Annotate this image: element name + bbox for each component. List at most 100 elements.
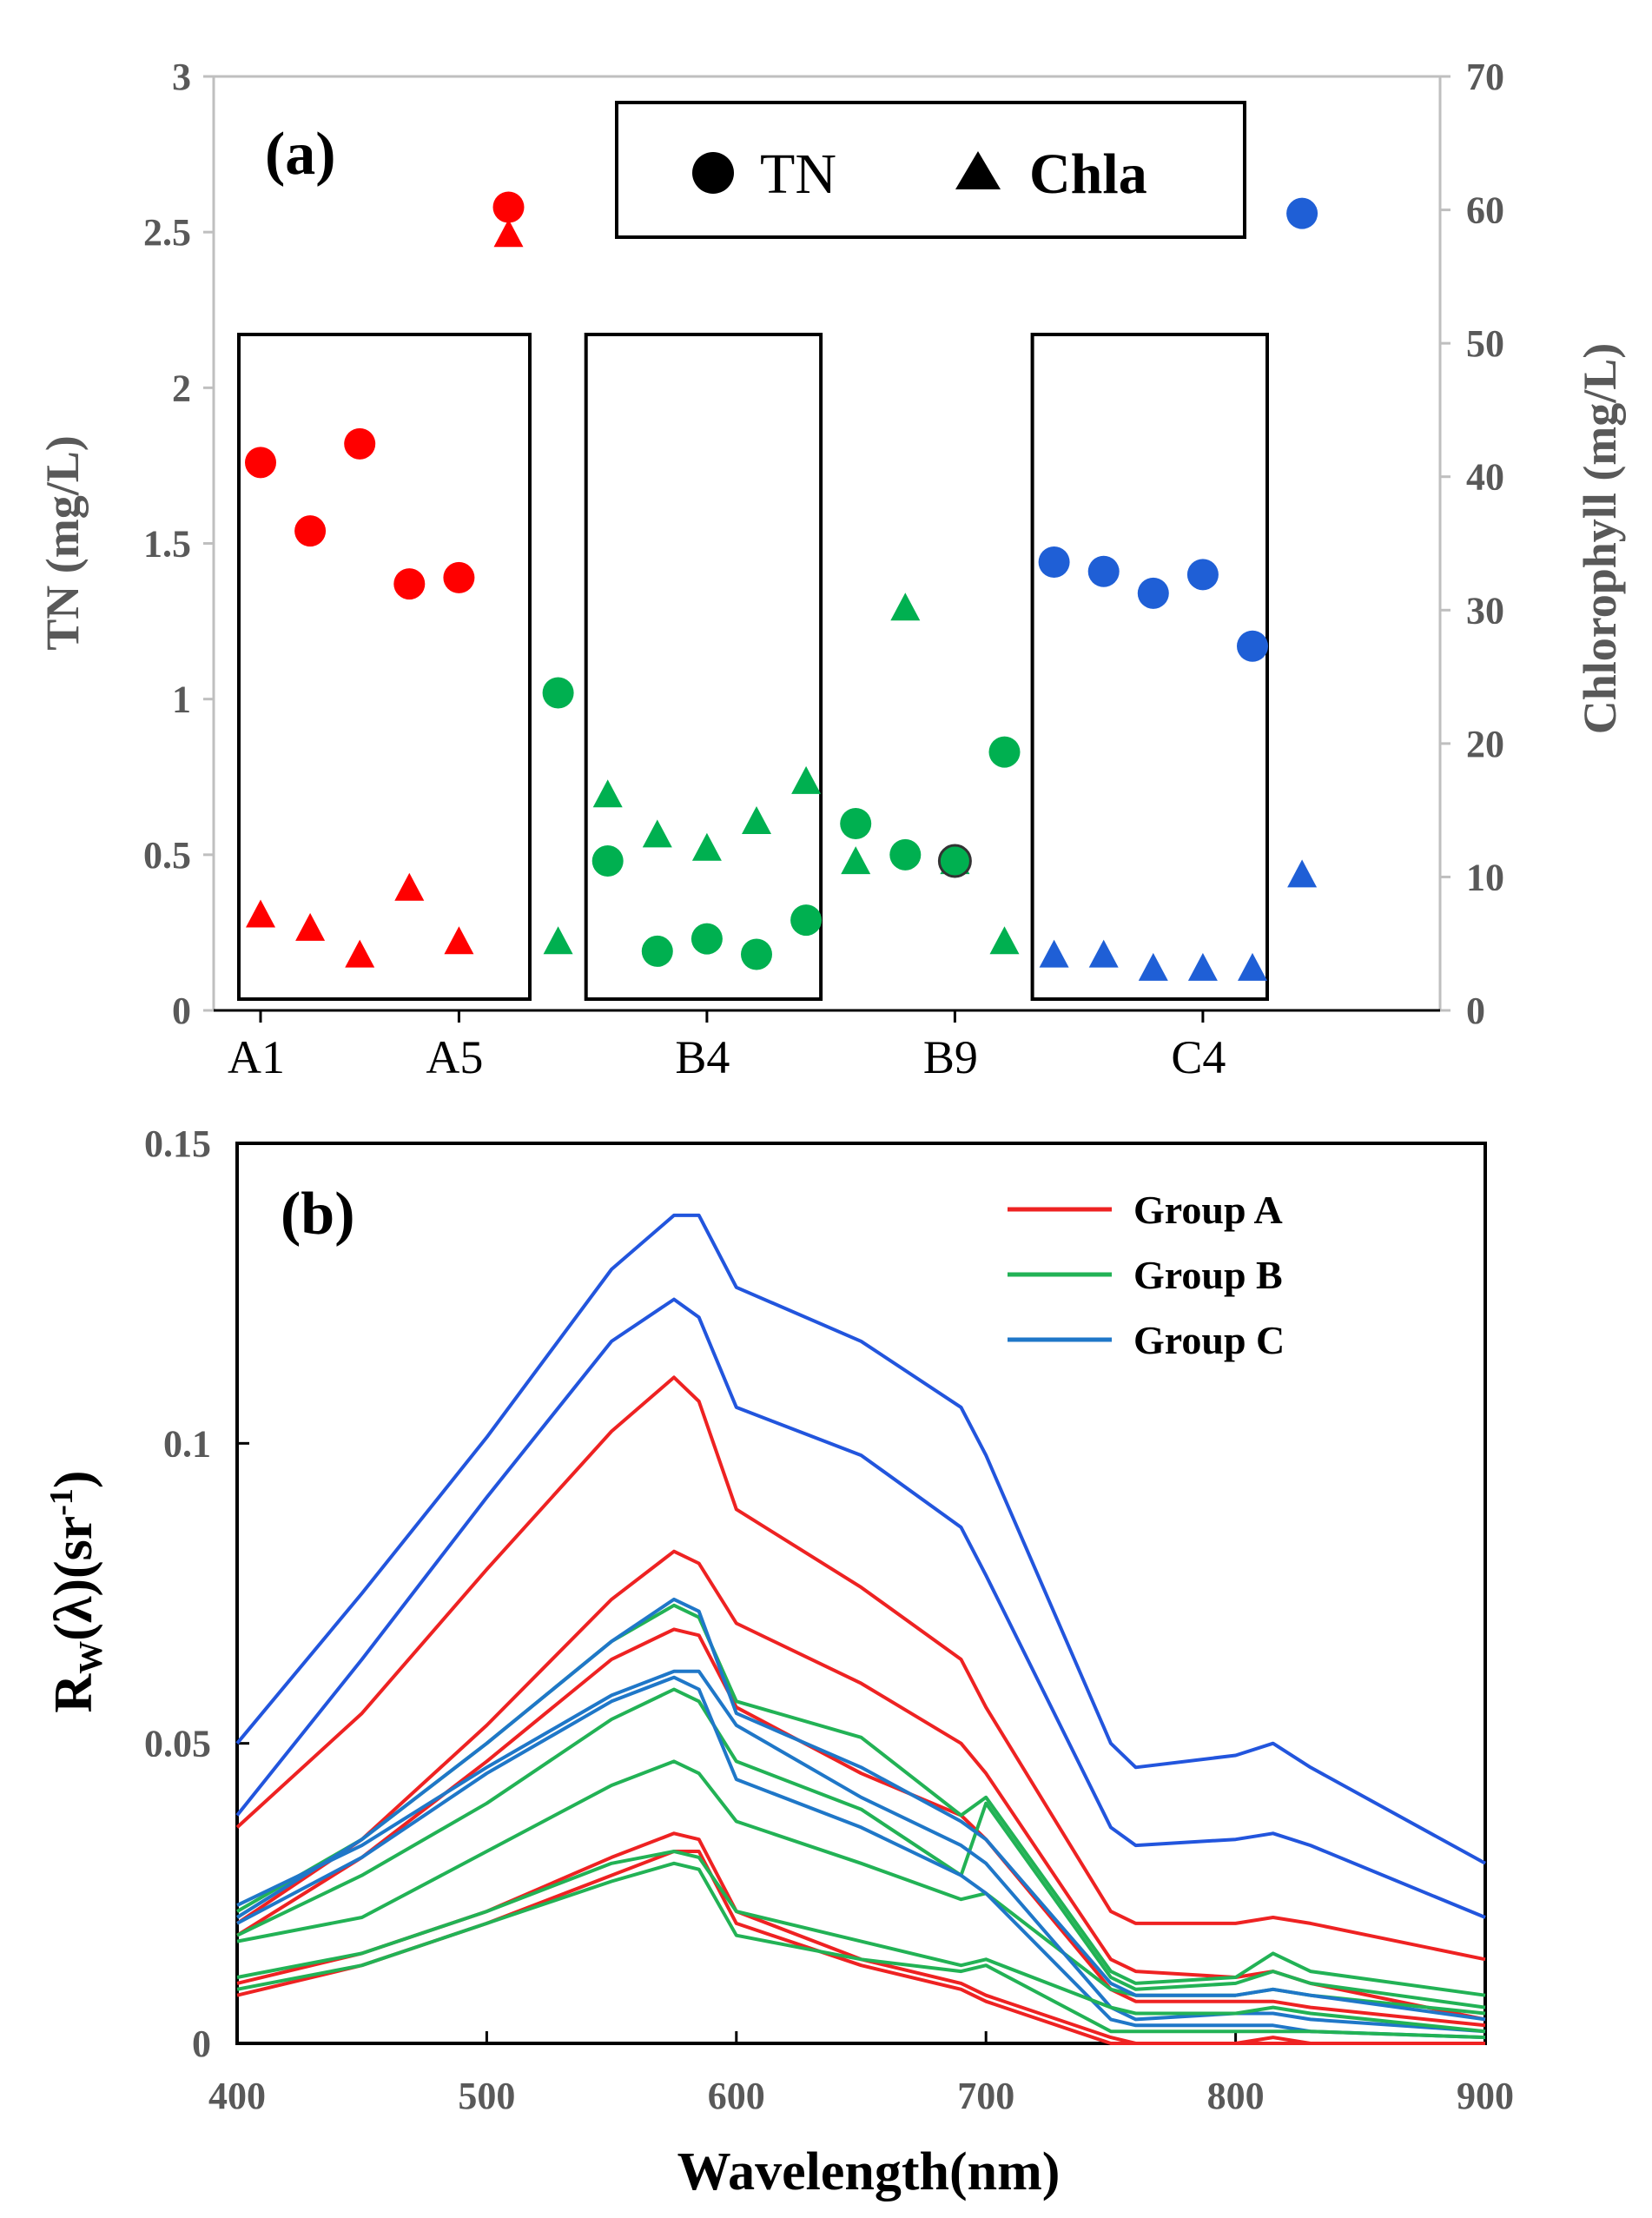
tn-point-C3 bbox=[1137, 577, 1169, 609]
panel-b-label: (b) bbox=[281, 1181, 355, 1248]
tn-point-A1 bbox=[245, 447, 276, 479]
chla-point-C4 bbox=[1187, 952, 1218, 981]
x-tick-label: 500 bbox=[458, 2075, 515, 2117]
tn-point-A2 bbox=[294, 515, 327, 547]
chla-point-C5 bbox=[1238, 952, 1267, 981]
y-label-sup: -1 bbox=[43, 1488, 80, 1516]
spectrum-line-group-b-14 bbox=[236, 1850, 1486, 2034]
chla-point-A6 bbox=[493, 219, 524, 248]
legend-chla-marker bbox=[955, 151, 1001, 189]
y-left-tick-label: 2.5 bbox=[143, 211, 191, 254]
spectrum-line-group-a-13 bbox=[236, 1850, 1485, 2045]
y-label-end: ) bbox=[44, 1470, 103, 1488]
tn-point-B8 bbox=[889, 838, 922, 871]
chla-point-B4 bbox=[691, 832, 722, 861]
chla-point-B3 bbox=[642, 819, 672, 848]
y-tick-label: 0.05 bbox=[144, 1723, 211, 1765]
x-tick-label: 800 bbox=[1207, 2075, 1265, 2117]
y-left-tick-label: 2 bbox=[172, 367, 191, 409]
y-tick-label: 0 bbox=[192, 2023, 211, 2065]
y-right-tick-label: 50 bbox=[1466, 322, 1504, 365]
tn-point-A3 bbox=[344, 427, 376, 460]
tn-point-C5 bbox=[1237, 630, 1268, 662]
tn-point-A4 bbox=[393, 568, 426, 600]
tn-point-B9 bbox=[937, 844, 972, 878]
tn-point-B3 bbox=[641, 935, 673, 967]
spectrum-line-group-a-12 bbox=[236, 1831, 1485, 2045]
panel-b-y-label: RW(λ)(sr-1) bbox=[43, 1470, 109, 1712]
chla-point-B10 bbox=[989, 926, 1020, 955]
y-label-base: R bbox=[44, 1673, 103, 1713]
chla-point-B1 bbox=[543, 926, 573, 955]
chla-point-B7 bbox=[841, 846, 871, 875]
chla-point-C6 bbox=[1287, 859, 1318, 888]
group-box-3 bbox=[1030, 333, 1269, 1001]
tn-point-A5 bbox=[443, 561, 475, 593]
x-tick-label: 900 bbox=[1457, 2075, 1514, 2117]
group-box-1 bbox=[237, 333, 532, 1001]
y-right-tick-label: 20 bbox=[1466, 723, 1504, 765]
x-tick-label: C4 bbox=[1171, 1031, 1226, 1083]
panel-a-y-right-label: Chlorophyll (mg/L) bbox=[1574, 343, 1626, 735]
legend-label-3: Group C bbox=[1133, 1318, 1285, 1362]
x-tick-label: B9 bbox=[923, 1031, 978, 1083]
chla-point-A3 bbox=[345, 939, 375, 968]
tn-point-C1 bbox=[1038, 546, 1070, 578]
y-left-tick-label: 1.5 bbox=[143, 523, 191, 566]
x-tick-label: B4 bbox=[675, 1031, 730, 1083]
panel-b-legend: Group A Group B Group C bbox=[1008, 1188, 1285, 1362]
x-tick-label: A5 bbox=[426, 1031, 483, 1083]
tn-point-C4 bbox=[1186, 559, 1219, 591]
y-left-tick-label: 1 bbox=[172, 679, 191, 721]
spectrum-line-group-c-9 bbox=[235, 1597, 1486, 2022]
chla-point-B5 bbox=[742, 806, 771, 834]
chla-point-C2 bbox=[1088, 939, 1119, 968]
y-right-tick-label: 30 bbox=[1466, 589, 1504, 632]
legend-label-1: Group A bbox=[1133, 1188, 1283, 1232]
tn-point-B5 bbox=[741, 938, 772, 970]
tn-point-B10 bbox=[988, 736, 1021, 768]
y-right-tick-label: 40 bbox=[1466, 456, 1504, 499]
panel-a-label: (a) bbox=[265, 121, 336, 188]
legend-tn-label: TN bbox=[760, 142, 836, 206]
y-left-tick-label: 0.5 bbox=[143, 834, 191, 877]
tn-point-B4 bbox=[691, 923, 723, 955]
tn-point-C2 bbox=[1087, 555, 1120, 587]
legend-tn-marker bbox=[692, 152, 734, 194]
spectrum-line-group-b-7 bbox=[236, 1687, 1486, 2009]
tn-point-A6 bbox=[492, 191, 525, 223]
y-left-tick-label: 0 bbox=[172, 990, 191, 1032]
chla-point-B6 bbox=[791, 765, 822, 794]
spectrum-line-group-a-3 bbox=[235, 1375, 1486, 1962]
y-tick-label: 0.1 bbox=[163, 1422, 211, 1465]
chla-point-B8 bbox=[890, 593, 921, 621]
chla-point-B2 bbox=[592, 779, 623, 808]
spectrum-line-group-a-4 bbox=[235, 1549, 1486, 2022]
spectrum-line-group-c-10 bbox=[236, 1669, 1486, 2034]
x-tick-label: 700 bbox=[957, 2075, 1014, 2117]
tn-point-C6 bbox=[1286, 197, 1318, 229]
y-label-sub: W bbox=[73, 1641, 109, 1674]
tn-point-B6 bbox=[790, 904, 823, 937]
tn-point-B2 bbox=[591, 845, 624, 877]
legend-label-2: Group B bbox=[1133, 1253, 1283, 1297]
chla-point-A4 bbox=[394, 872, 425, 901]
y-right-tick-label: 0 bbox=[1466, 990, 1485, 1032]
tn-point-B1 bbox=[542, 677, 574, 709]
group-box-2 bbox=[584, 333, 823, 1001]
spectrum-line-group-c-1 bbox=[235, 1213, 1486, 1865]
panel-a-chart: 0 0.5 1 1.5 2 2.5 3 0 10 20 30 40 50 60 70 A1 A5 B4 B9 C4… bbox=[36, 56, 1626, 1083]
spectrum-line-group-c-2 bbox=[235, 1297, 1486, 1919]
panel-a-legend: TN Chla bbox=[615, 101, 1246, 239]
y-tick-label: 0.15 bbox=[144, 1122, 211, 1165]
chla-point-A1 bbox=[246, 899, 275, 928]
legend-chla-label: Chla bbox=[1029, 142, 1147, 206]
tn-point-B7 bbox=[840, 808, 872, 839]
spectrum-line-group-c-11 bbox=[236, 1675, 1486, 2040]
panel-b-chart: 400 500 600 700 800 900 0 0.05 0.1 0.15 (b) Grou… bbox=[43, 1122, 1514, 2201]
y-label-mid: (λ)(sr bbox=[44, 1516, 103, 1641]
x-tick-label: A1 bbox=[228, 1031, 285, 1083]
panel-a-y-left-label: TN (mg/L) bbox=[36, 435, 89, 650]
y-left-tick-label: 3 bbox=[172, 56, 191, 98]
